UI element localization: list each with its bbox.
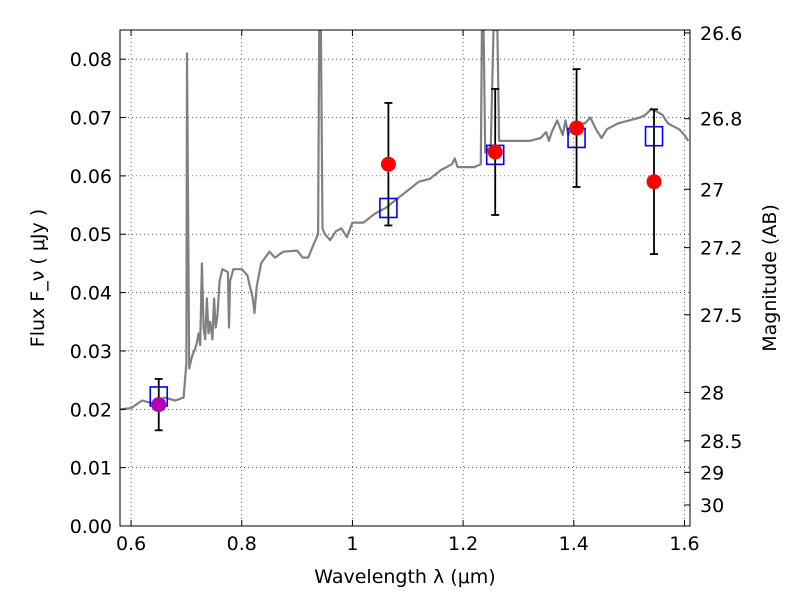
- y-axis-label: Flux F_ν ( μJy ): [27, 209, 49, 347]
- observed-photometry-point: [487, 144, 503, 160]
- x-tick-label: 1.6: [669, 533, 699, 555]
- x-axis-label: Wavelength λ (μm): [314, 566, 495, 588]
- y-right-tick-label: 27: [700, 179, 724, 201]
- y-tick-label: 0.04: [70, 283, 112, 305]
- y-axis-right-label: Magnitude (AB): [759, 204, 781, 352]
- x-tick-label: 1: [346, 533, 358, 555]
- y-tick-label: 0.05: [70, 224, 112, 246]
- y-tick-label: 0.01: [70, 458, 112, 480]
- x-tick-label: 1.2: [448, 533, 478, 555]
- observed-photometry-point: [646, 174, 662, 190]
- y-tick-label: 0.03: [70, 341, 112, 363]
- observed-photometry-point: [380, 156, 396, 172]
- y-right-tick-label: 27.2: [700, 238, 742, 260]
- y-tick-label: 0.06: [70, 166, 112, 188]
- y-tick-label: 0.00: [70, 516, 112, 538]
- x-tick-label: 0.8: [227, 533, 257, 555]
- y-right-tick-label: 26.8: [700, 109, 742, 131]
- y-right-tick-label: 28.5: [700, 431, 742, 453]
- y-tick-label: 0.07: [70, 108, 112, 130]
- y-right-tick-label: 26.6: [700, 23, 742, 45]
- y-tick-label: 0.08: [70, 49, 112, 71]
- axis-ticks: 0.6 0.8 1 1.2 1.4 1.6 0.00 0.01 0.02 0.03 0.04 0.05…: [70, 23, 743, 555]
- observed-photometry-point: [569, 120, 585, 136]
- x-tick-label: 1.4: [559, 533, 589, 555]
- plot-area: [120, 30, 690, 432]
- plot-frame: [119, 29, 691, 527]
- y-right-tick-label: 27.5: [700, 305, 742, 327]
- y-right-tick-label: 30: [700, 495, 724, 517]
- observed-photometry-point: [151, 397, 167, 413]
- y-tick-label: 0.02: [70, 399, 112, 421]
- x-tick-label: 0.6: [116, 533, 146, 555]
- y-right-tick-label: 29: [700, 462, 724, 484]
- y-right-tick-label: 28: [700, 382, 724, 404]
